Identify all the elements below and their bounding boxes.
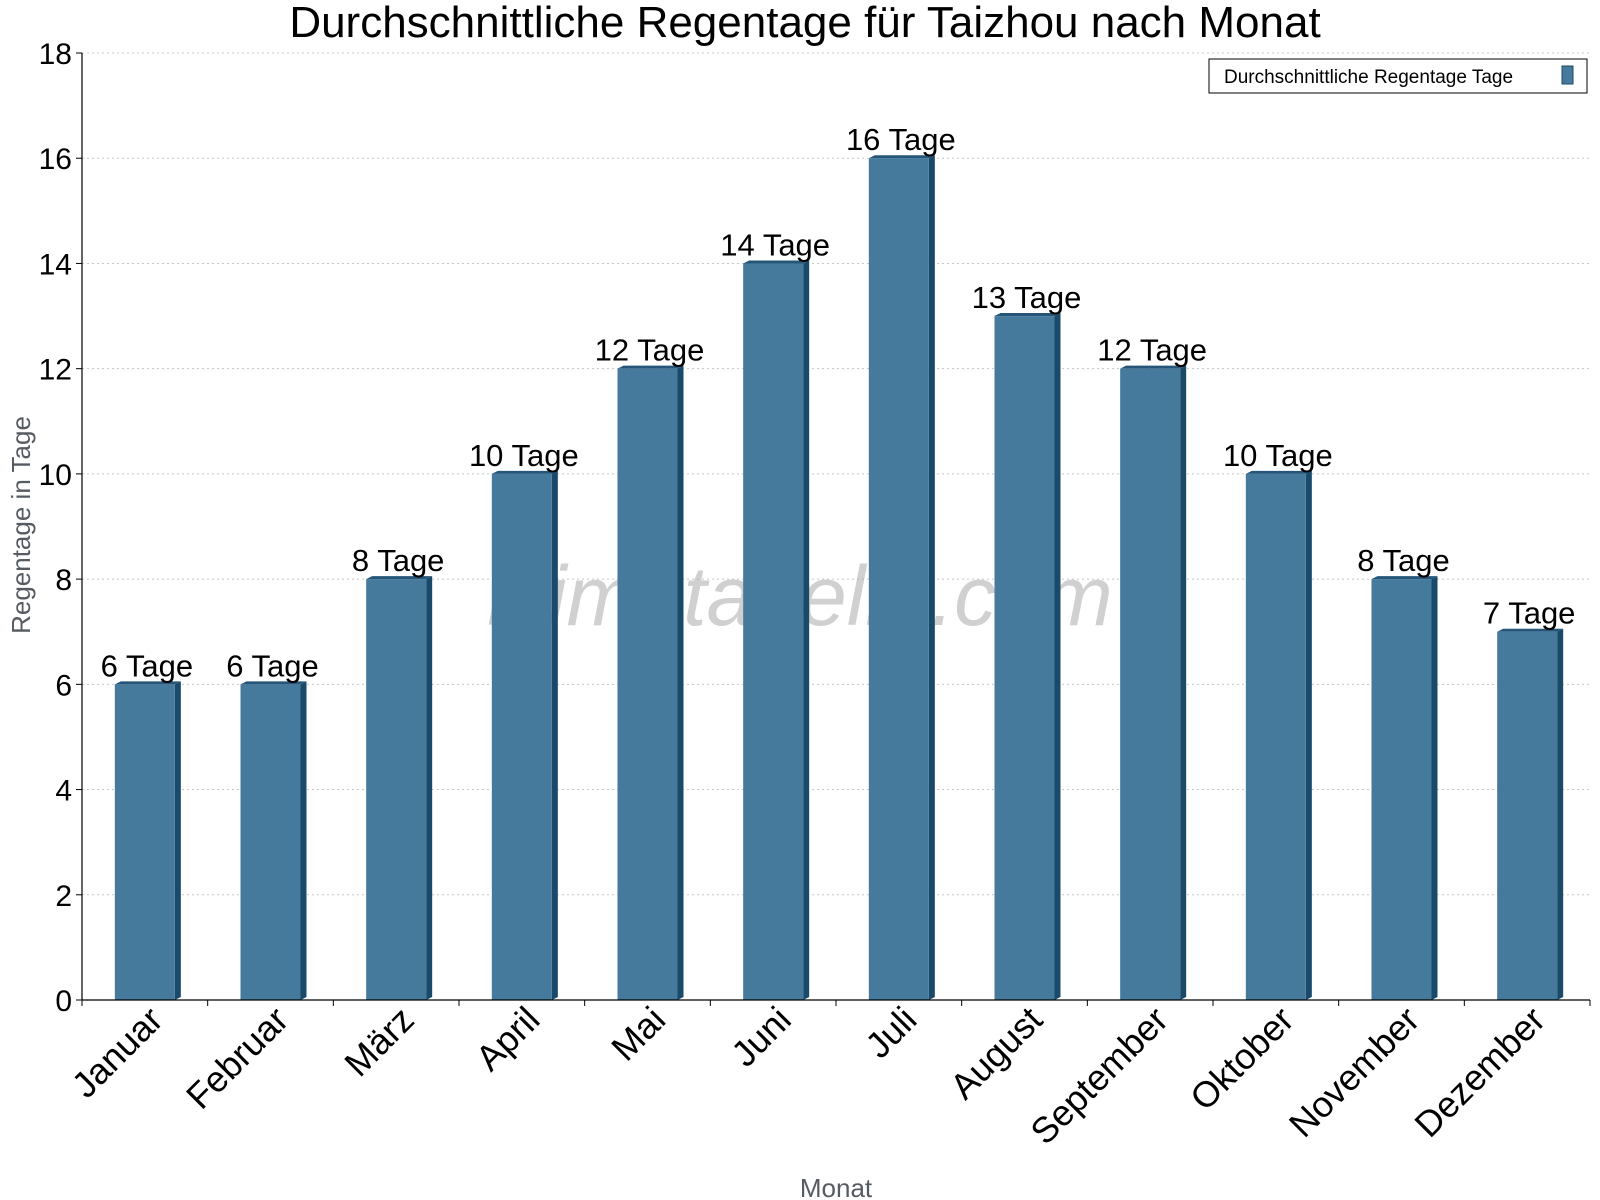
y-axis-label: Regentage in Tage bbox=[6, 416, 36, 634]
grid-lines bbox=[82, 52, 1590, 896]
bar-august[interactable] bbox=[994, 313, 1061, 1000]
y-tick-label: 4 bbox=[55, 775, 72, 808]
bar-data-label: 16 Tage bbox=[846, 122, 956, 157]
bar-front bbox=[1120, 368, 1181, 1001]
x-tick-label: August bbox=[942, 999, 1050, 1107]
bar-top bbox=[1371, 576, 1438, 580]
bar-data-label: 12 Tage bbox=[595, 333, 705, 368]
axes-group bbox=[76, 52, 1591, 1006]
y-tick-label: 12 bbox=[39, 354, 72, 387]
legend-box bbox=[1208, 58, 1588, 94]
x-tick-labels: Januar Februar März April Mai Juni Juli AugustS… bbox=[64, 999, 1553, 1153]
x-tick-label: November bbox=[1281, 999, 1427, 1145]
bar-top bbox=[743, 260, 810, 264]
bar-front bbox=[240, 684, 301, 1000]
bar-data-label: 6 Tage bbox=[226, 648, 319, 683]
legend[interactable]: Durchschnittliche Regentage Tage bbox=[1208, 58, 1588, 94]
x-tick-label: Juni bbox=[723, 999, 799, 1075]
y-tick-label: 6 bbox=[55, 669, 72, 702]
bar-side bbox=[803, 260, 810, 1000]
x-axis-label: Monat bbox=[800, 1173, 873, 1200]
bar-front bbox=[994, 316, 1055, 1000]
bar-side bbox=[1305, 470, 1312, 1000]
bar-data-label: 13 Tage bbox=[972, 280, 1082, 315]
bar-front bbox=[114, 684, 175, 1000]
bar-side bbox=[300, 681, 307, 1000]
bar-oktober[interactable] bbox=[1245, 470, 1312, 1000]
bar-september[interactable] bbox=[1120, 365, 1187, 1001]
bar-top bbox=[868, 155, 935, 159]
bar-side bbox=[1557, 628, 1564, 1000]
legend-entry-label: Durchschnittliche Regentage Tage bbox=[1224, 67, 1513, 88]
y-tick-label: 14 bbox=[39, 248, 72, 281]
y-tick-label: 8 bbox=[55, 564, 72, 597]
y-tick-label: 16 bbox=[39, 143, 72, 176]
bar-data-label: 14 Tage bbox=[720, 227, 830, 262]
chart-title: Durchschnittliche Regentage für Taizhou … bbox=[289, 0, 1320, 47]
y-tick-labels: 0 2 4 6 8 10 12 14 16 18 bbox=[39, 38, 72, 1018]
x-tick-label: Mai bbox=[603, 999, 673, 1069]
bar-top bbox=[994, 313, 1061, 317]
x-tick-label: Januar bbox=[64, 999, 171, 1106]
bar-side bbox=[174, 681, 181, 1000]
x-tick-label: März bbox=[336, 999, 422, 1085]
bar-front bbox=[617, 368, 678, 1001]
bar-side bbox=[677, 365, 684, 1001]
bar-februar[interactable] bbox=[240, 681, 307, 1000]
bar-dezember[interactable] bbox=[1497, 628, 1564, 1000]
bar-side bbox=[426, 576, 433, 1000]
x-tick-label: Oktober bbox=[1182, 999, 1302, 1119]
y-tick-label: 10 bbox=[39, 459, 72, 492]
y-tick-label: 2 bbox=[55, 880, 72, 913]
bar-front bbox=[491, 473, 552, 1000]
bar-top bbox=[240, 681, 307, 685]
bar-top bbox=[1497, 628, 1564, 632]
bar-top bbox=[1120, 365, 1187, 369]
bar-juli[interactable] bbox=[868, 155, 935, 1000]
bar-april[interactable] bbox=[491, 470, 558, 1000]
bar-front bbox=[1371, 579, 1432, 1000]
bar-top bbox=[1245, 470, 1312, 474]
x-tick-label: September bbox=[1022, 999, 1176, 1153]
bar-data-label: 7 Tage bbox=[1483, 596, 1576, 631]
bar-märz[interactable] bbox=[366, 576, 433, 1000]
bar-side bbox=[551, 470, 558, 1000]
x-tick-label: April bbox=[468, 999, 548, 1079]
y-tick-label: 0 bbox=[55, 985, 72, 1018]
bar-front bbox=[743, 263, 804, 1000]
bar-side bbox=[1054, 313, 1061, 1000]
x-tick-label: Juli bbox=[857, 999, 924, 1066]
bars-group bbox=[114, 155, 1564, 1001]
bar-januar[interactable] bbox=[114, 681, 181, 1000]
bar-november[interactable] bbox=[1371, 576, 1438, 1000]
bar-mai[interactable] bbox=[617, 365, 684, 1001]
bar-data-labels: 6 Tage 6 Tage 8 Tage 10 Tage 12 Tage 14 Tage 1… bbox=[101, 122, 1576, 683]
bar-top bbox=[491, 470, 558, 474]
legend-swatch bbox=[1561, 65, 1574, 85]
bar-front bbox=[1245, 473, 1306, 1000]
bar-data-label: 10 Tage bbox=[469, 438, 579, 473]
bar-front bbox=[366, 579, 427, 1000]
bar-data-label: 8 Tage bbox=[1357, 543, 1450, 578]
x-tick-label: Februar bbox=[178, 999, 296, 1117]
bar-front bbox=[868, 158, 929, 1000]
bar-data-label: 6 Tage bbox=[101, 648, 194, 683]
bar-side bbox=[1431, 576, 1438, 1000]
bar-data-label: 12 Tage bbox=[1097, 333, 1207, 368]
bar-front bbox=[1497, 631, 1558, 1000]
bar-side bbox=[1180, 365, 1187, 1001]
bar-top bbox=[366, 576, 433, 580]
bar-top bbox=[114, 681, 181, 685]
bar-juni[interactable] bbox=[743, 260, 810, 1000]
bar-data-label: 8 Tage bbox=[352, 543, 445, 578]
x-tick-label: Dezember bbox=[1406, 999, 1552, 1145]
bar-side bbox=[928, 155, 935, 1000]
bar-top bbox=[617, 365, 684, 369]
bar-data-label: 10 Tage bbox=[1223, 438, 1333, 473]
y-tick-label: 18 bbox=[39, 38, 72, 71]
